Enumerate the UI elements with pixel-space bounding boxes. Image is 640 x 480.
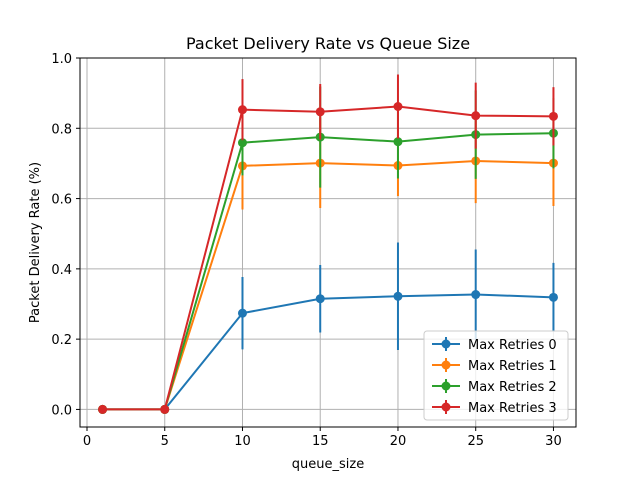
series-layer [98, 74, 558, 414]
x-tick-label: 30 [545, 434, 562, 449]
data-point [315, 294, 325, 304]
data-point [548, 111, 558, 121]
y-tick-label: 1.0 [51, 52, 72, 67]
legend-label: Max Retries 3 [468, 401, 557, 416]
y-tick-label: 0.4 [51, 263, 72, 278]
legend-box [423, 330, 569, 421]
y-tick-label: 0.6 [51, 193, 72, 208]
x-tick-label: 15 [312, 434, 329, 449]
x-tick-label: 20 [390, 434, 407, 449]
data-point [548, 292, 558, 302]
y-tick-label: 0.2 [51, 333, 72, 348]
series-3 [98, 74, 558, 414]
legend-label: Max Retries 2 [468, 380, 557, 395]
data-point [393, 291, 403, 301]
legend-marker [441, 360, 451, 370]
y-tick-label: 0.0 [51, 403, 72, 418]
x-tick-label: 10 [234, 434, 251, 449]
legend-label: Max Retries 0 [468, 338, 557, 353]
chart-title: Packet Delivery Rate vs Queue Size [186, 34, 470, 53]
x-tick-label: 0 [83, 434, 91, 449]
data-point [237, 308, 247, 318]
legend-label: Max Retries 1 [468, 359, 557, 374]
data-point [393, 137, 403, 147]
ticks: 0 5 10 15 20 25 30 0.0 0.2 0.4 0.6 0.8 1.0 [51, 52, 561, 449]
data-point [471, 290, 481, 300]
legend-entry: Max Retries 1 [432, 358, 557, 374]
y-axis-label: Packet Delivery Rate (%) [28, 162, 43, 323]
data-point [471, 111, 481, 121]
x-tick-label: 5 [161, 434, 169, 449]
data-point [393, 101, 403, 111]
data-point [98, 404, 108, 414]
legend-marker [441, 402, 451, 412]
plot-frame [79, 57, 577, 428]
x-tick-label: 25 [467, 434, 484, 449]
data-point [237, 138, 247, 148]
x-axis-label: queue_size [292, 457, 364, 472]
legend-marker [441, 381, 451, 391]
legend-marker [441, 339, 451, 349]
data-point [160, 404, 170, 414]
legend-entry: Max Retries 2 [432, 379, 557, 395]
legend-entry: Max Retries 0 [432, 337, 557, 353]
y-tick-label: 0.8 [51, 122, 72, 137]
legend: Max Retries 0 Max Retries 1 Max Retries 2 M… [423, 330, 569, 421]
data-point [237, 105, 247, 115]
data-point [315, 107, 325, 117]
legend-entry: Max Retries 3 [432, 400, 557, 416]
